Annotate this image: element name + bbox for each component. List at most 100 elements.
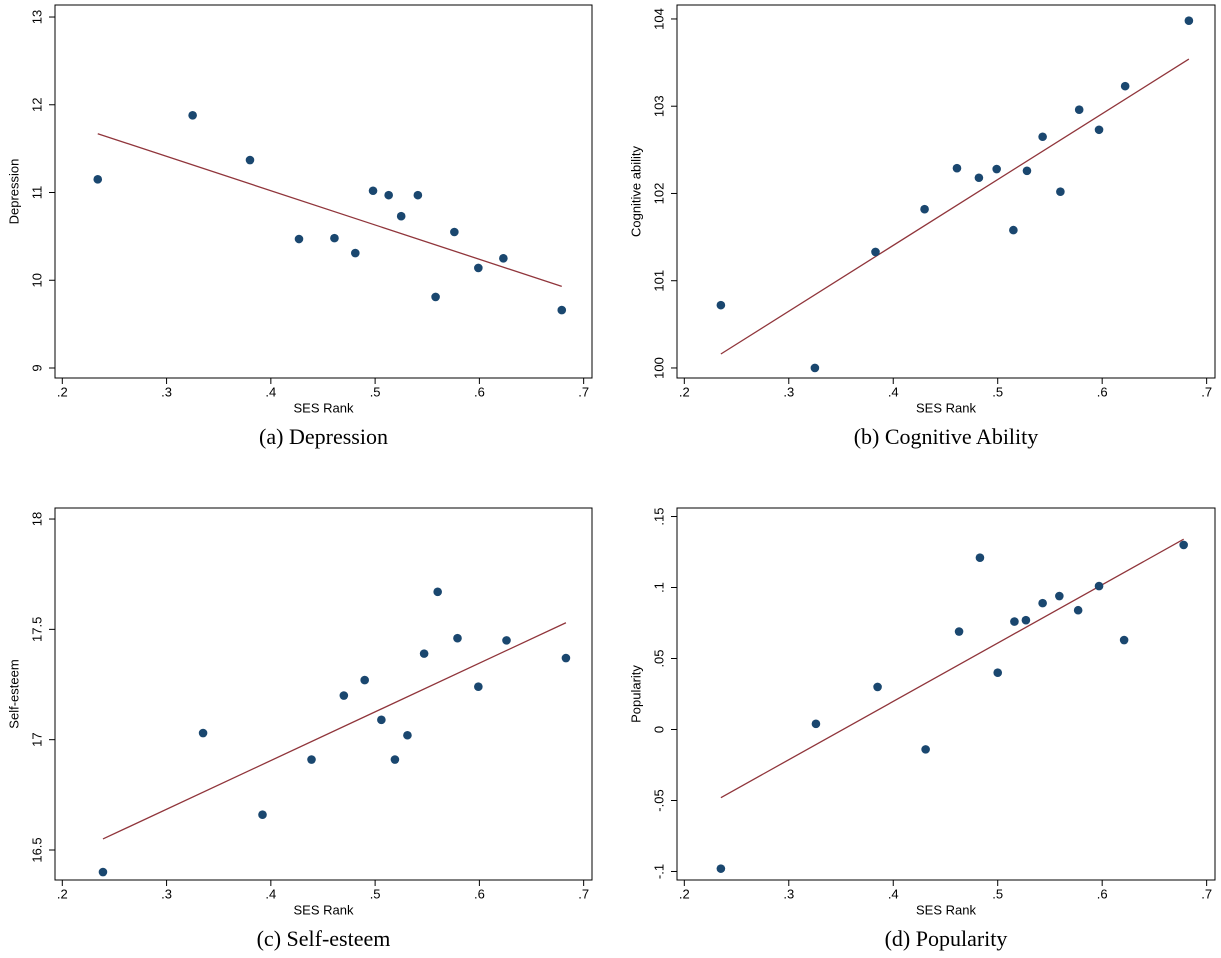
data-point [1038,132,1047,142]
x-axis-label: SES Rank [916,400,976,415]
x-tick-label: .2 [57,886,68,901]
x-tick-label: .6 [474,886,485,901]
data-point [396,211,406,221]
data-point [1119,635,1129,645]
y-axis-label: Cognitive ability [628,145,643,237]
data-point [307,755,316,764]
data-point [873,682,882,692]
x-tick-label: .5 [992,886,1003,901]
x-tick-label: .6 [1097,886,1108,901]
y-tick-label: 16.5 [29,837,44,862]
y-tick-label: 9 [29,364,44,371]
data-point [360,675,369,685]
data-point [433,587,442,597]
data-point [993,668,1003,678]
y-tick-label: .1 [651,582,666,593]
data-point [1010,617,1019,626]
data-point [1055,591,1064,601]
y-tick-label: .15 [651,507,666,525]
data-point [1038,598,1047,608]
y-tick-label: 11 [29,186,44,200]
fit-line [720,538,1184,799]
x-tick-label: .3 [161,886,172,901]
data-point [431,292,440,302]
data-point [1056,187,1065,197]
caption: (d) Popularity [885,926,1008,951]
y-tick-label: 10 [29,273,44,287]
x-tick-label: .2 [679,886,690,901]
y-tick-label: -.1 [651,864,666,879]
y-tick-label: 17 [29,732,44,746]
data-point [419,649,429,658]
data-point [330,233,339,243]
x-tick-label: .4 [888,384,899,399]
data-point [871,247,880,257]
data-point [716,300,726,310]
data-point [921,745,930,754]
fit-line [97,133,562,288]
y-tick-label: 101 [651,270,666,292]
data-point [98,867,108,877]
y-tick-label: .05 [651,649,666,667]
data-point [1094,125,1104,135]
x-tick-label: .6 [474,384,485,399]
data-point [1073,605,1083,615]
data-point [992,164,1001,174]
fit-line [720,58,1190,355]
x-axis-label: SES Rank [294,400,354,415]
x-tick-label: .2 [57,384,68,399]
x-axis-label: SES Rank [916,902,976,917]
data-point [474,263,483,273]
data-point [1074,105,1084,115]
data-point [403,730,412,740]
x-tick-label: .4 [265,384,276,399]
y-tick-label: 100 [651,357,666,379]
y-tick-label: 0 [651,726,666,733]
data-point [716,864,726,873]
y-tick-label: 13 [29,10,44,24]
data-point [1094,581,1104,591]
x-tick-label: .7 [1201,886,1212,901]
data-point [377,715,386,725]
plot-frame [54,507,593,881]
data-point [811,719,821,729]
data-point [294,234,304,244]
data-point [188,110,197,120]
x-tick-label: .7 [1201,384,1212,399]
data-point [557,305,567,315]
y-tick-label: 12 [29,98,44,112]
data-point [258,810,267,819]
y-axis-label: Depression [6,159,21,225]
x-tick-label: .7 [578,384,589,399]
data-point [954,627,964,636]
data-point [952,163,962,173]
data-point [368,186,378,196]
data-point [453,633,462,643]
y-tick-label: 104 [651,8,666,30]
x-axis-label: SES Rank [294,902,354,917]
data-point [1009,225,1018,235]
x-tick-label: .5 [370,384,381,399]
x-tick-label: .4 [265,886,276,901]
caption: (a) Depression [259,424,388,449]
data-point [561,653,571,663]
fit-line [102,622,567,840]
x-tick-label: .3 [783,384,794,399]
data-point [390,755,400,764]
x-tick-label: .5 [992,384,1003,399]
y-axis-label: Popularity [628,665,643,723]
data-point [1184,16,1194,26]
y-tick-label: 18 [29,512,44,526]
x-tick-label: .7 [578,886,589,901]
data-point [1120,81,1130,91]
data-point [450,227,459,237]
x-tick-label: .2 [679,384,690,399]
data-point [198,728,208,738]
plot-frame [676,4,1216,379]
x-tick-label: .3 [161,384,172,399]
caption: (b) Cognitive Ability [854,424,1039,449]
caption: (c) Self-esteem [257,926,391,951]
data-point [810,363,820,373]
data-point [413,190,423,200]
data-point [384,190,393,200]
